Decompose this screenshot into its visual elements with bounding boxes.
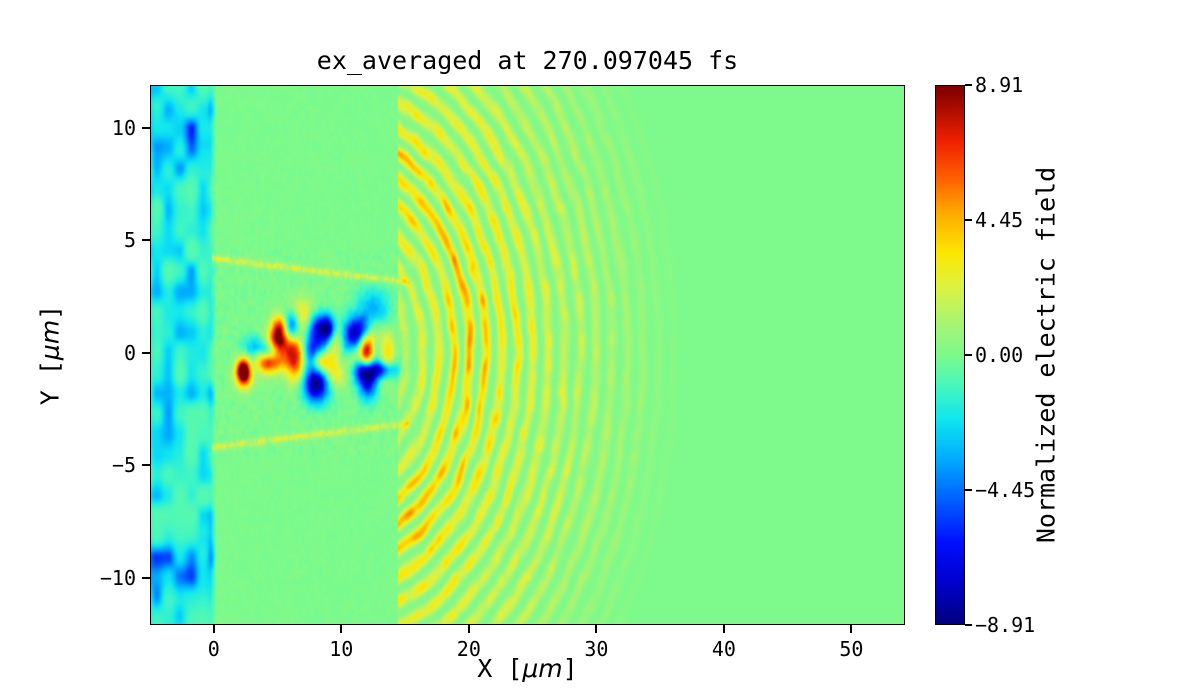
colorbar-tick: [965, 354, 972, 356]
y-tick-label: −10: [99, 565, 136, 590]
x-tick: [722, 625, 725, 633]
x-axis-label-close: ]: [562, 654, 578, 683]
x-axis-label: X [μm]: [150, 654, 905, 683]
x-tick-label: 10: [329, 637, 354, 661]
colorbar-label: Normalized electric field: [1032, 167, 1061, 543]
x-tick: [850, 625, 853, 633]
colorbar-tick: [965, 624, 972, 626]
x-tick: [595, 625, 598, 633]
y-tick: [142, 351, 150, 354]
colorbar-tick-label: 4.45: [975, 208, 1024, 233]
y-tick-label: 0: [123, 340, 136, 365]
y-axis-label: Y [μm]: [36, 305, 65, 405]
x-tick: [467, 625, 470, 633]
colorbar-tick-label: 0.00: [975, 343, 1024, 367]
colorbar-tick: [965, 219, 972, 222]
y-tick: [142, 126, 150, 129]
x-tick-label: 30: [584, 637, 609, 661]
y-tick: [142, 464, 150, 467]
colorbar-canvas: [936, 86, 964, 624]
y-tick-label: 10: [111, 115, 136, 140]
colorbar: [935, 85, 965, 625]
x-axis-label-text: X [: [477, 654, 523, 683]
colorbar-tick: [965, 84, 972, 86]
x-tick-label: 40: [711, 637, 736, 661]
x-tick-label: 20: [456, 637, 481, 661]
colorbar-tick-label: −8.91: [975, 613, 1036, 637]
heatmap-plot-area: [150, 85, 905, 625]
x-tick-label: 0: [207, 637, 220, 661]
y-axis-label-close: ]: [35, 304, 65, 320]
plot-title: ex_averaged at 270.097045 fs: [316, 46, 739, 75]
y-tick-label: −5: [111, 453, 136, 478]
y-tick: [142, 576, 150, 579]
y-axis-unit: μm: [35, 319, 65, 361]
x-axis-unit: μm: [522, 654, 563, 683]
colorbar-tick: [965, 488, 972, 491]
y-tick-label: 5: [123, 228, 136, 253]
colorbar-tick-label: −4.45: [975, 477, 1036, 502]
colorbar-tick-label: 8.91: [975, 73, 1024, 97]
x-tick-label: 50: [839, 637, 864, 661]
x-tick: [212, 625, 215, 633]
y-tick: [142, 239, 150, 242]
colorbar-label-text: Normalized electric field: [1031, 166, 1061, 544]
y-axis-label-text: Y [: [35, 360, 65, 406]
heatmap-canvas: [151, 86, 904, 624]
x-tick: [340, 625, 343, 633]
